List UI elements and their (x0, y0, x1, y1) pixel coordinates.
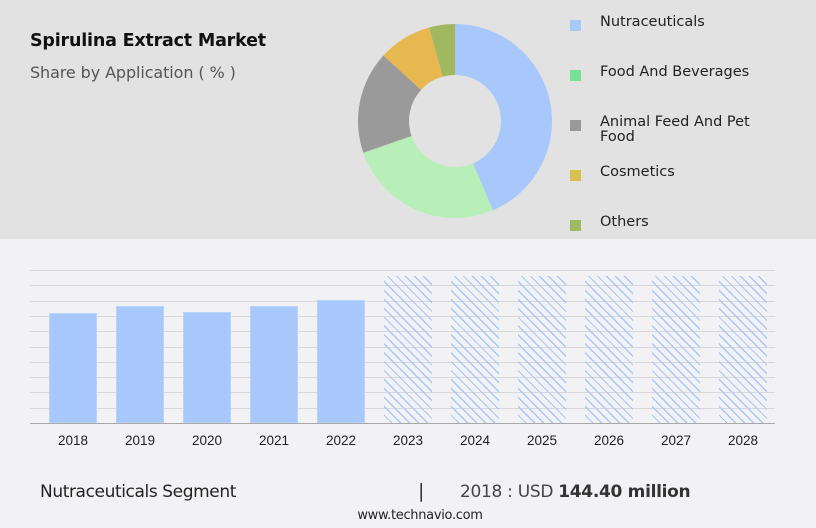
donut-slice-cosmetics (383, 27, 443, 90)
bar-chart: 2018 2019 2020 2021 2022 2023 2024 2025 2026 2027… (0, 240, 816, 460)
header-panel: Spirulina Extract Market Share by Applic… (0, 0, 816, 239)
x-tick-label: 2024 (459, 433, 491, 448)
bar-2018 (49, 313, 97, 423)
x-tick-label: 2027 (660, 433, 692, 448)
gridline (30, 270, 775, 271)
bar-2028 (719, 276, 767, 423)
x-tick-label: 2021 (258, 433, 290, 448)
donut-chart (358, 24, 552, 218)
legend-label: Cosmetics (600, 164, 675, 180)
bar-2021 (250, 305, 298, 423)
legend-label: Animal Feed And Pet Food (600, 114, 750, 145)
bar-2020 (183, 312, 231, 423)
x-tick-label: 2020 (191, 433, 223, 448)
x-tick-label: 2022 (325, 433, 357, 448)
legend-swatch-icon (570, 170, 581, 181)
legend-label: Nutraceuticals (600, 14, 705, 30)
x-tick-label: 2023 (392, 433, 424, 448)
source-url: www.technavio.com (357, 508, 483, 523)
bar-2019 (116, 306, 164, 423)
segment-value-amount: 144.40 million (558, 482, 691, 502)
legend-swatch-icon (570, 120, 581, 131)
x-tick-label: 2028 (727, 433, 759, 448)
segment-label: Nutraceuticals Segment (40, 482, 236, 502)
legend-swatch-icon (570, 20, 581, 31)
x-axis-line (30, 423, 775, 424)
donut-slice-food-and-beverages (363, 136, 493, 218)
x-tick-label: 2025 (526, 433, 558, 448)
donut-slice-animal-feed-and-pet-food (358, 55, 422, 153)
chart-subtitle: Share by Application ( % ) (30, 63, 236, 82)
legend-label: Food And Beverages (600, 64, 750, 80)
chart-title: Spirulina Extract Market (30, 31, 266, 51)
x-tick-label: 2019 (124, 433, 156, 448)
legend-swatch-icon (570, 220, 581, 231)
legend-swatch-icon (570, 70, 581, 81)
x-tick-label: 2026 (593, 433, 625, 448)
donut-slice-others (429, 24, 455, 77)
footer-separator: | (418, 480, 425, 502)
legend-label: Others (600, 214, 649, 230)
bar-2022 (317, 299, 365, 423)
bar-2026 (585, 276, 633, 423)
donut-slice-nutraceuticals (455, 24, 552, 211)
bar-2024 (451, 276, 499, 423)
segment-year-prefix: 2018 : USD (460, 482, 559, 502)
bar-2025 (518, 276, 566, 423)
bar-2023 (384, 276, 432, 423)
x-tick-label: 2018 (57, 433, 89, 448)
bar-2027 (652, 276, 700, 423)
segment-value: 2018 : USD 144.40 million (460, 482, 691, 502)
